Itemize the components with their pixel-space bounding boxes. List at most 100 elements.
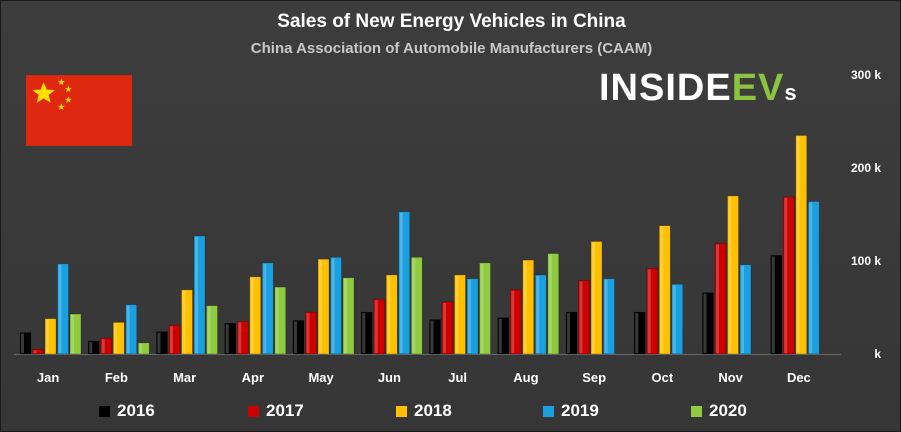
bar-highlight: [275, 288, 279, 353]
bar-highlight: [250, 277, 254, 353]
y-tick-label: k: [874, 347, 881, 361]
bar-2017-apr: [236, 321, 249, 355]
legend-label-2020: 2020: [709, 401, 747, 420]
bar-2016-feb: [87, 340, 100, 355]
x-tick-label-feb: Feb: [105, 370, 128, 385]
bar-highlight: [33, 350, 37, 353]
logo-part-s: s: [784, 80, 798, 105]
bar-2017-dec: [782, 196, 795, 355]
bar-2019-apr: [261, 262, 274, 355]
bar-highlight: [635, 313, 639, 353]
x-tick-label-may: May: [308, 370, 334, 385]
bar-highlight: [703, 293, 707, 353]
bar-highlight: [548, 254, 552, 353]
x-tick-label-jun: Jun: [378, 370, 401, 385]
bar-2017-jun: [373, 298, 386, 355]
bar-highlight: [455, 275, 459, 353]
bar-2019-jan: [57, 263, 69, 355]
bar-2018-jan: [44, 318, 57, 355]
bar-2016-mar: [156, 331, 168, 355]
legend-label-2016: 2016: [117, 401, 155, 420]
x-tick-label-jan: Jan: [37, 370, 59, 385]
bar-highlight: [139, 343, 143, 353]
bar-2016-jul: [429, 319, 441, 355]
bar-highlight: [21, 333, 24, 353]
bar-highlight: [536, 275, 540, 353]
bar-2018-dec: [795, 135, 808, 355]
bar-2018-may: [317, 258, 330, 355]
bar-highlight: [225, 324, 229, 353]
bar-highlight: [89, 341, 93, 353]
bar-2020-apr: [274, 286, 287, 355]
bar-2019-oct: [671, 283, 684, 355]
bar-highlight: [771, 256, 775, 353]
legend-item-2016: 2016: [99, 401, 155, 421]
legend-swatch-2018: [396, 405, 407, 417]
bar-highlight: [579, 281, 583, 353]
bar-2017-may: [305, 311, 317, 355]
bar-2016-aug: [497, 317, 510, 355]
bar-highlight: [114, 323, 118, 353]
bar-2016-oct: [633, 311, 646, 355]
bar-highlight: [126, 305, 130, 353]
bar-highlight: [331, 258, 335, 353]
bar-2018-oct: [658, 225, 671, 355]
bar-2019-jun: [398, 211, 411, 355]
bar-highlight: [592, 242, 595, 353]
bar-highlight: [809, 202, 813, 353]
x-tick-label-sep: Sep: [582, 370, 606, 385]
bar-highlight: [523, 261, 527, 353]
bar-highlight: [728, 196, 732, 353]
legend-item-2019: 2019: [543, 401, 599, 421]
bar-2018-jul: [454, 274, 466, 355]
x-tick-label-mar: Mar: [173, 370, 196, 385]
legend-item-2018: 2018: [396, 401, 452, 421]
bar-2016-sep: [565, 311, 578, 355]
bar-highlight: [157, 332, 161, 353]
bar-highlight: [46, 319, 49, 353]
bar-highlight: [716, 244, 719, 353]
china-flag-icon: [26, 75, 132, 146]
bar-2016-dec: [770, 255, 783, 355]
bar-2017-jul: [441, 301, 454, 355]
x-tick-label-jul: Jul: [448, 370, 467, 385]
bar-2017-oct: [646, 268, 659, 355]
bar-2016-jan: [19, 332, 32, 355]
bar-highlight: [443, 302, 446, 353]
bar-2019-aug: [534, 274, 547, 355]
bar-2017-feb: [100, 337, 113, 355]
bar-highlight: [58, 264, 62, 353]
bar-2018-aug: [522, 259, 535, 355]
bar-highlight: [238, 322, 242, 353]
bar-2017-jan: [32, 349, 44, 355]
bar-highlight: [660, 226, 664, 353]
y-tick-label: 200 k: [851, 161, 881, 175]
bar-highlight: [374, 300, 378, 353]
bar-2018-nov: [727, 195, 739, 355]
bar-highlight: [430, 320, 434, 353]
bar-highlight: [207, 306, 211, 353]
x-tick-label-aug: Aug: [513, 370, 538, 385]
bar-highlight: [294, 321, 297, 353]
bar-highlight: [362, 313, 366, 353]
bar-2019-mar: [193, 235, 206, 355]
bar-2018-jun: [385, 274, 398, 355]
insideevs-logo: INSIDEEVs: [599, 67, 798, 110]
chart-subtitle: China Association of Automobile Manufact…: [250, 40, 653, 57]
bar-2020-feb: [137, 342, 150, 355]
bar-2016-nov: [702, 292, 714, 355]
x-tick-label-oct: Oct: [652, 370, 674, 385]
legend-label-2019: 2019: [561, 401, 599, 420]
bar-highlight: [672, 285, 676, 353]
bar-2019-sep: [603, 278, 615, 355]
bar-highlight: [468, 279, 471, 353]
bar-highlight: [784, 197, 788, 353]
bar-highlight: [604, 279, 608, 353]
bar-2017-nov: [714, 243, 727, 355]
bar-highlight: [647, 269, 651, 353]
y-tick-label: 100 k: [851, 254, 881, 268]
bar-highlight: [387, 275, 391, 353]
bar-2020-jul: [479, 262, 491, 355]
